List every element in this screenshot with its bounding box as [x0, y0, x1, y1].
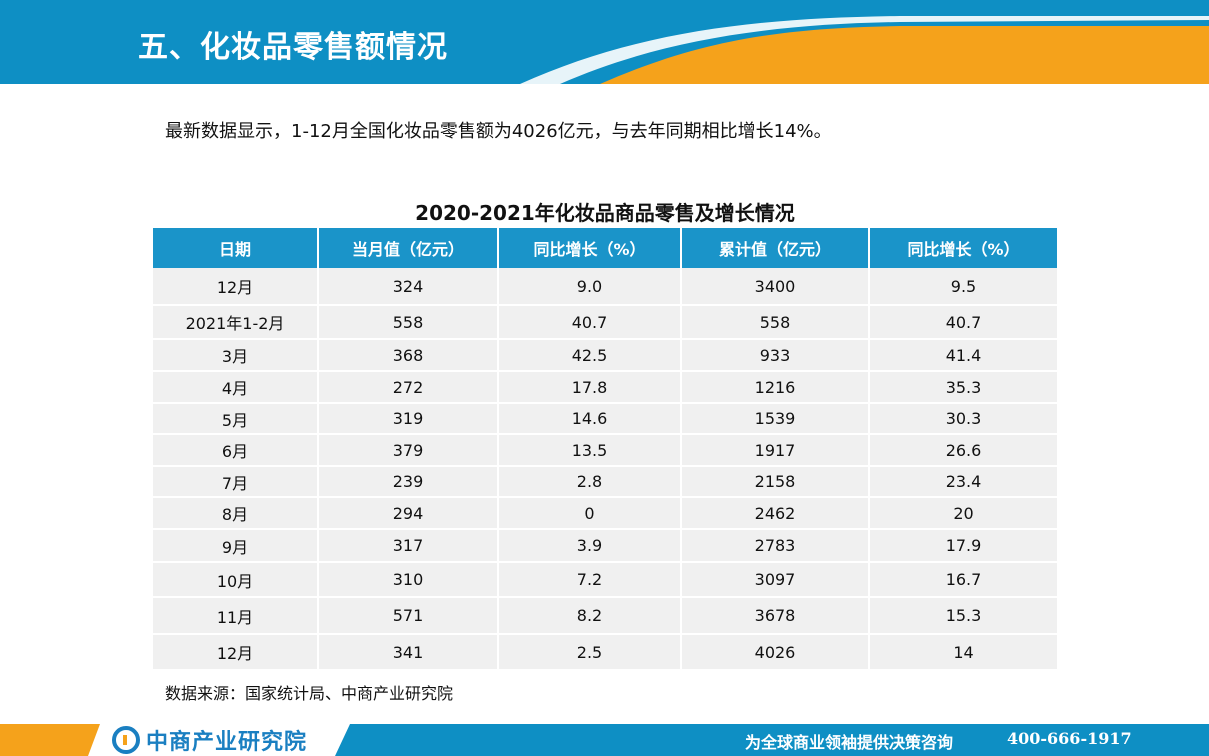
table-cell: 9.0	[498, 268, 682, 306]
column-header-cumulative-growth: 同比增长（%）	[869, 228, 1057, 268]
table-cell: 14.6	[498, 403, 682, 435]
table-cell: 2021年1-2月	[153, 305, 319, 340]
table-cell: 8.2	[498, 597, 682, 635]
table-cell: 20	[869, 497, 1057, 530]
table-cell: 3.9	[498, 529, 682, 563]
table-cell: 1917	[681, 434, 870, 467]
summary-text: 最新数据显示，1-12月全国化妆品零售额为4026亿元，与去年同期相比增长14%…	[165, 121, 832, 142]
table-cell: 9月	[153, 529, 319, 563]
table-cell: 272	[318, 371, 499, 404]
table-cell: 23.4	[869, 466, 1057, 498]
column-header-cumulative-value: 累计值（亿元）	[681, 228, 870, 268]
table-cell: 40.7	[869, 305, 1057, 340]
table-row: 4月 272 17.8 1216 35.3	[153, 371, 1057, 404]
table-row: 12月 341 2.5 4026 14	[153, 634, 1057, 671]
table-cell: 40.7	[498, 305, 682, 340]
table-cell: 2.8	[498, 466, 682, 498]
table-cell: 17.8	[498, 371, 682, 404]
footer-band	[0, 724, 1209, 756]
footer-background	[0, 724, 1209, 756]
table-cell: 317	[318, 529, 499, 563]
table-cell: 558	[681, 305, 870, 340]
table-row: 7月 239 2.8 2158 23.4	[153, 466, 1057, 498]
table-cell: 3400	[681, 268, 870, 306]
table-cell: 2462	[681, 497, 870, 530]
table-cell: 6月	[153, 434, 319, 467]
table-cell: 30.3	[869, 403, 1057, 435]
table-cell: 4026	[681, 634, 870, 671]
table-row: 8月 294 0 2462 20	[153, 497, 1057, 530]
table-cell: 2783	[681, 529, 870, 563]
footer-slogan: 为全球商业领袖提供决策咨询	[745, 733, 954, 752]
table-cell: 26.6	[869, 434, 1057, 467]
table-cell: 16.7	[869, 562, 1057, 598]
table-row: 11月 571 8.2 3678 15.3	[153, 597, 1057, 635]
data-source-note: 数据来源：国家统计局、中商产业研究院	[165, 684, 454, 703]
company-logo: 中商产业研究院	[112, 726, 308, 755]
table-cell: 41.4	[869, 339, 1057, 372]
company-logo-text: 中商产业研究院	[146, 730, 308, 755]
table-title: 2020-2021年化妆品商品零售及增长情况	[415, 201, 795, 225]
table-cell: 558	[318, 305, 499, 340]
footer-phone: 400-666-1917	[1007, 729, 1132, 748]
table-cell: 310	[318, 562, 499, 598]
table-cell: 12月	[153, 634, 319, 671]
table-cell: 42.5	[498, 339, 682, 372]
table-cell: 294	[318, 497, 499, 530]
table-cell: 12月	[153, 268, 319, 306]
table-cell: 17.9	[869, 529, 1057, 563]
table-cell: 341	[318, 634, 499, 671]
table-cell: 8月	[153, 497, 319, 530]
table-cell: 7月	[153, 466, 319, 498]
table-row: 6月 379 13.5 1917 26.6	[153, 434, 1057, 467]
header-band: 五、化妆品零售额情况	[0, 0, 1209, 84]
column-header-date: 日期	[153, 228, 319, 268]
table-row: 10月 310 7.2 3097 16.7	[153, 562, 1057, 598]
table-cell: 379	[318, 434, 499, 467]
table-cell: 11月	[153, 597, 319, 635]
retail-table: 日期 当月值（亿元） 同比增长（%） 累计值（亿元） 同比增长（%） 12月 32…	[153, 228, 1057, 671]
table-row: 5月 319 14.6 1539 30.3	[153, 403, 1057, 435]
table-cell: 3月	[153, 339, 319, 372]
page-title: 五、化妆品零售额情况	[138, 30, 448, 65]
table-row: 3月 368 42.5 933 41.4	[153, 339, 1057, 372]
table-cell: 5月	[153, 403, 319, 435]
table-cell: 9.5	[869, 268, 1057, 306]
column-header-monthly-value: 当月值（亿元）	[318, 228, 499, 268]
table-cell: 10月	[153, 562, 319, 598]
table-cell: 7.2	[498, 562, 682, 598]
header-background	[0, 0, 1209, 84]
table-cell: 1216	[681, 371, 870, 404]
table-cell: 2158	[681, 466, 870, 498]
company-logo-icon	[112, 726, 140, 754]
table-header-row: 日期 当月值（亿元） 同比增长（%） 累计值（亿元） 同比增长（%）	[153, 228, 1057, 268]
table-cell: 14	[869, 634, 1057, 671]
column-header-monthly-growth: 同比增长（%）	[498, 228, 682, 268]
table-cell: 4月	[153, 371, 319, 404]
table-cell: 3678	[681, 597, 870, 635]
table-cell: 239	[318, 466, 499, 498]
table-cell: 319	[318, 403, 499, 435]
table-cell: 0	[498, 497, 682, 530]
table-cell: 324	[318, 268, 499, 306]
table-cell: 35.3	[869, 371, 1057, 404]
table-cell: 3097	[681, 562, 870, 598]
table-row: 9月 317 3.9 2783 17.9	[153, 529, 1057, 563]
table-cell: 933	[681, 339, 870, 372]
table-cell: 13.5	[498, 434, 682, 467]
table-row: 2021年1-2月 558 40.7 558 40.7	[153, 305, 1057, 340]
table-cell: 15.3	[869, 597, 1057, 635]
table-row: 12月 324 9.0 3400 9.5	[153, 268, 1057, 306]
table-cell: 368	[318, 339, 499, 372]
table-cell: 1539	[681, 403, 870, 435]
table-cell: 571	[318, 597, 499, 635]
table-cell: 2.5	[498, 634, 682, 671]
